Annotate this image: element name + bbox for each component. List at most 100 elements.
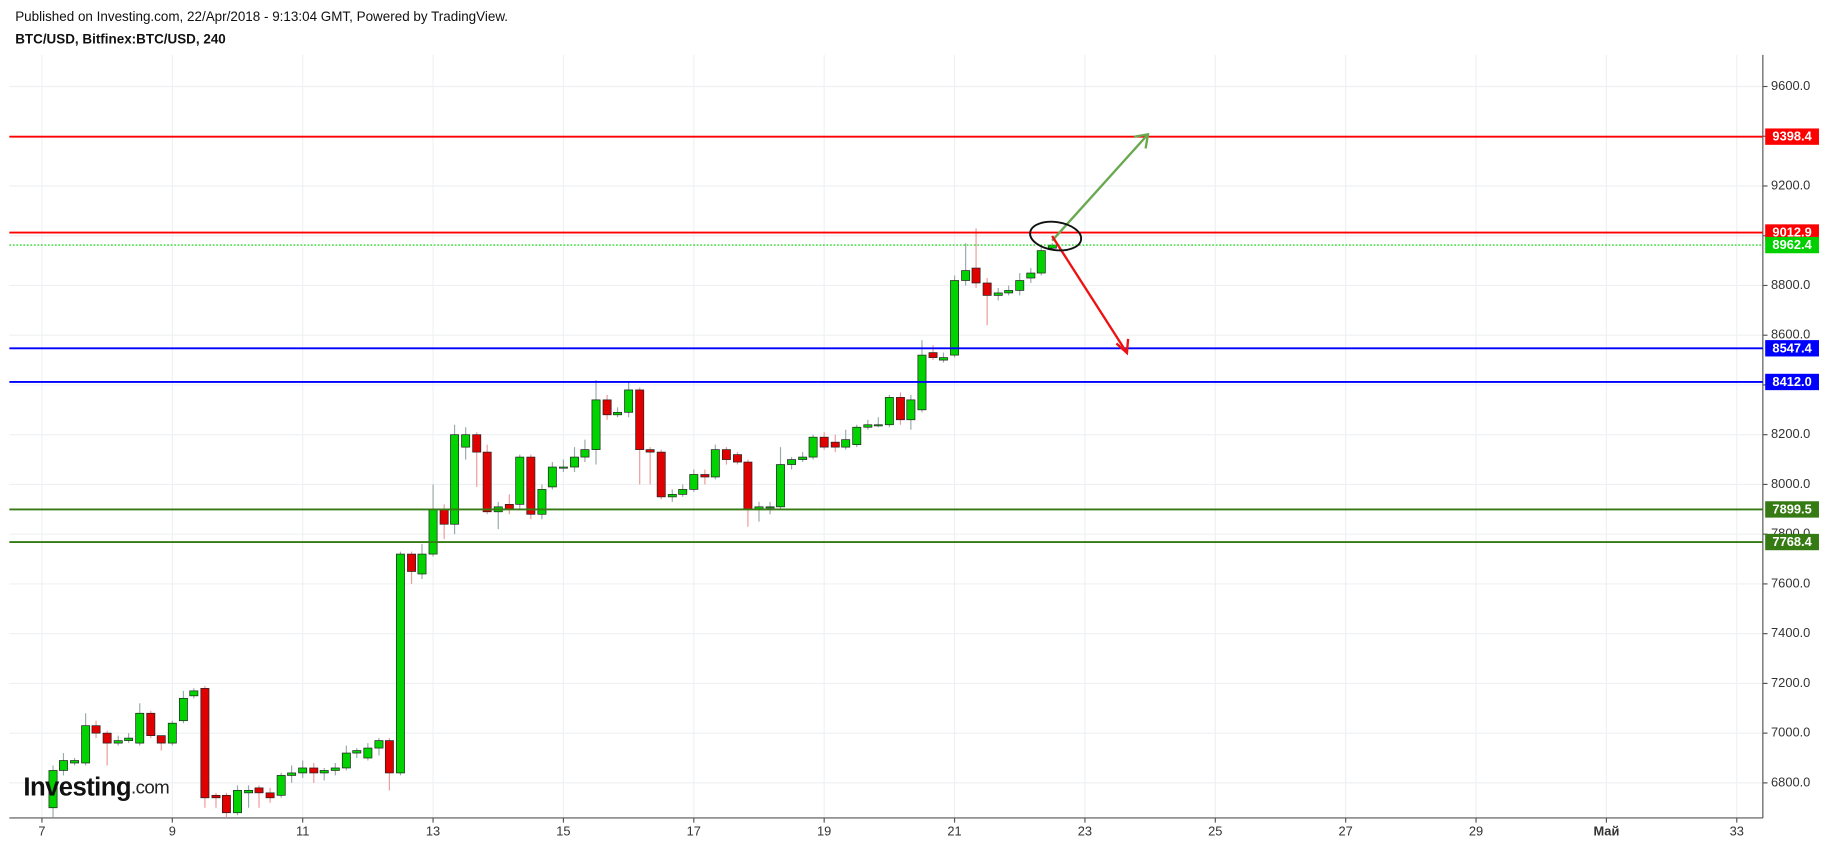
candle-body <box>896 397 905 421</box>
candle-body <box>1015 280 1025 291</box>
candle-body <box>667 494 677 498</box>
candle-body <box>733 454 742 463</box>
level-label: 7768.4 <box>1772 534 1812 549</box>
candle-body <box>200 688 210 799</box>
candle-body <box>558 466 568 469</box>
symbol-title: BTC/USD, Bitfinex:BTC/USD, 240 <box>15 31 226 46</box>
candle-body <box>830 441 840 448</box>
candle-body <box>689 474 699 490</box>
candle-body <box>384 740 394 774</box>
candle-body <box>939 357 948 361</box>
candle-body <box>798 456 808 460</box>
y-tick-label: 8600.0 <box>1771 327 1810 342</box>
candle-body <box>570 456 579 468</box>
plot-area: 6800.07000.07200.07400.07600.07800.08000… <box>9 54 1819 838</box>
candle-body <box>265 792 275 799</box>
x-tick-label: 33 <box>1730 823 1744 838</box>
candle-body <box>547 466 557 488</box>
candle-body <box>102 732 112 744</box>
logo-suffix: .com <box>131 777 169 798</box>
level-label: 8962.4 <box>1772 237 1812 252</box>
candle-body <box>624 389 634 413</box>
y-tick-label: 6800.0 <box>1771 774 1810 789</box>
y-tick-label: 7200.0 <box>1771 675 1810 690</box>
x-tick-label: 27 <box>1339 823 1353 838</box>
candle-body <box>233 789 242 814</box>
candle-body <box>526 456 536 515</box>
candle-body <box>363 747 373 759</box>
x-tick-label: 21 <box>947 823 961 838</box>
candle-body <box>352 750 362 754</box>
y-tick-label: 9200.0 <box>1771 177 1810 192</box>
candle-body <box>156 735 166 744</box>
candle-body <box>852 426 862 445</box>
candle-body <box>602 399 612 416</box>
x-tick-label: 17 <box>687 823 701 838</box>
level-tag <box>1765 224 1819 241</box>
highlight-ellipse <box>1029 220 1083 252</box>
candle-body <box>841 439 851 448</box>
level-label: 9012.9 <box>1772 224 1811 239</box>
level-label: 7899.5 <box>1772 501 1811 516</box>
candle-body <box>993 292 1003 296</box>
candle-body <box>743 461 753 510</box>
x-tick-label: 9 <box>169 823 176 838</box>
candle-body <box>450 434 460 525</box>
logo: Investing.com <box>23 774 169 802</box>
annotations <box>1029 132 1150 356</box>
y-tick-label: 8000.0 <box>1771 476 1810 491</box>
y-tick-label: 8800.0 <box>1771 277 1810 292</box>
candle-body <box>178 697 188 722</box>
candle-body <box>808 436 818 458</box>
candle-body <box>928 352 938 358</box>
candle-body <box>721 449 731 460</box>
candle-body <box>330 767 340 771</box>
candle-body <box>971 267 981 284</box>
candle-body <box>515 456 525 505</box>
candle-body <box>167 722 177 744</box>
level-tag <box>1765 340 1819 357</box>
candle-body <box>1026 272 1036 279</box>
candle-body <box>341 752 351 769</box>
x-tick-label: 29 <box>1469 823 1483 838</box>
candle-body <box>407 553 416 572</box>
candle-body <box>113 740 123 744</box>
level-label: 8547.4 <box>1772 340 1812 355</box>
level-label: 8412.0 <box>1772 374 1811 389</box>
y-tick-label: 7400.0 <box>1771 625 1810 640</box>
candle-body <box>189 690 199 697</box>
candle-body <box>417 553 427 575</box>
level-tag <box>1765 533 1819 551</box>
x-tick-label: 7 <box>38 823 45 838</box>
candle-body <box>482 451 492 513</box>
candle-body <box>396 553 405 774</box>
down-arrow-head <box>1115 338 1130 356</box>
candle-body <box>287 772 297 776</box>
candle-body <box>819 436 829 448</box>
candle-body <box>537 489 547 515</box>
candle-body <box>211 794 221 799</box>
candle-body <box>91 725 101 734</box>
x-tick-label: 13 <box>426 823 440 838</box>
candle-body <box>700 474 710 478</box>
y-tick-label: 7000.0 <box>1771 725 1810 740</box>
candle-body <box>765 506 775 509</box>
y-tick-label: 7600.0 <box>1771 575 1810 590</box>
candle-body <box>645 449 655 453</box>
candle-body <box>439 508 449 525</box>
candle-body <box>613 411 622 416</box>
candle-body <box>254 787 264 794</box>
level-tag <box>1765 236 1819 254</box>
candle-body <box>461 434 471 448</box>
candle-body <box>48 770 58 809</box>
up-arrow-head <box>1133 132 1150 149</box>
up-arrow <box>1051 133 1149 242</box>
candle-body <box>884 397 894 426</box>
candle-body <box>59 760 68 771</box>
candle-body <box>863 424 873 428</box>
candle-body <box>656 451 666 498</box>
candle-body <box>591 399 601 450</box>
y-tick-label: 9600.0 <box>1771 78 1810 93</box>
